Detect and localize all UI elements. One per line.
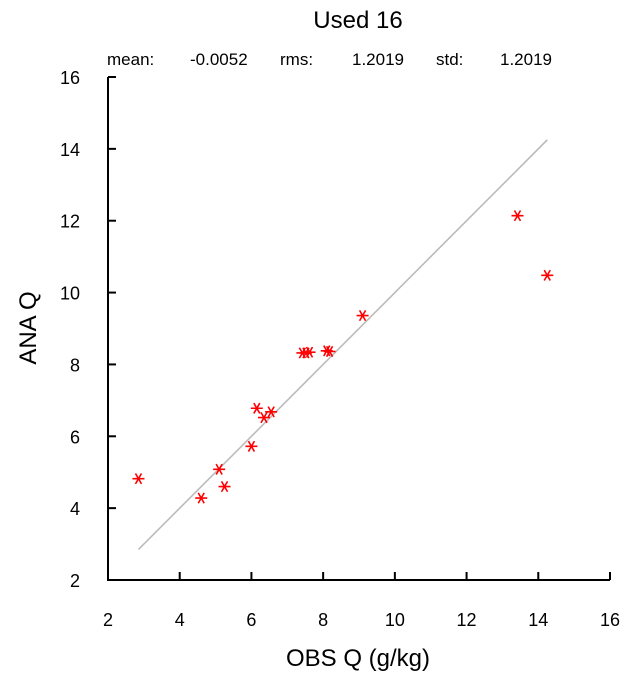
x-tick-label: 2 (103, 610, 113, 630)
axes (107, 77, 610, 581)
x-tick-label: 10 (385, 610, 405, 630)
data-point (213, 463, 226, 475)
reference-line-group (137, 139, 548, 551)
y-axis-label: ANA Q (15, 291, 42, 364)
data-point (356, 309, 369, 322)
x-ticks: 2 4 6 8 10 12 14 16 (103, 572, 620, 630)
mean-value: -0.0052 (190, 50, 248, 69)
y-tick-label: 12 (60, 212, 80, 232)
y-tick-label: 10 (60, 284, 80, 304)
std-value: 1.2019 (500, 50, 552, 69)
y-tick-label: 4 (70, 499, 80, 519)
rms-label: rms: (280, 50, 313, 69)
y-ticks: 2 4 6 8 10 12 14 16 (60, 68, 116, 591)
data-point (541, 269, 554, 281)
x-axis-label: OBS Q (g/kg) (286, 645, 430, 672)
x-tick-label: 14 (528, 610, 548, 630)
y-tick-label: 14 (60, 140, 80, 160)
data-point (257, 412, 270, 424)
y-tick-label: 8 (70, 355, 80, 375)
chart-title: Used 16 (313, 7, 402, 34)
data-point (511, 210, 524, 222)
data-point (250, 402, 263, 414)
data-point (195, 492, 208, 504)
y-tick-label: 6 (70, 427, 80, 447)
x-tick-label: 12 (457, 610, 477, 630)
std-label: std: (436, 50, 463, 69)
x-tick-label: 4 (175, 610, 185, 630)
data-point (303, 346, 316, 358)
y-tick-label: 16 (60, 68, 80, 88)
data-point (265, 406, 278, 418)
rms-value: 1.2019 (352, 50, 404, 69)
x-tick-label: 8 (318, 610, 328, 630)
x-tick-label: 6 (246, 610, 256, 630)
stats-line: mean: -0.0052 rms: 1.2019 std: 1.2019 (107, 50, 552, 69)
data-point (245, 440, 258, 452)
data-point (132, 473, 145, 485)
y-tick-label: 2 (70, 571, 80, 591)
data-points (132, 210, 554, 504)
mean-label: mean: (107, 50, 154, 69)
x-tick-label: 16 (600, 610, 620, 630)
data-point (323, 345, 336, 358)
data-point (218, 480, 231, 493)
reference-line (137, 139, 548, 551)
